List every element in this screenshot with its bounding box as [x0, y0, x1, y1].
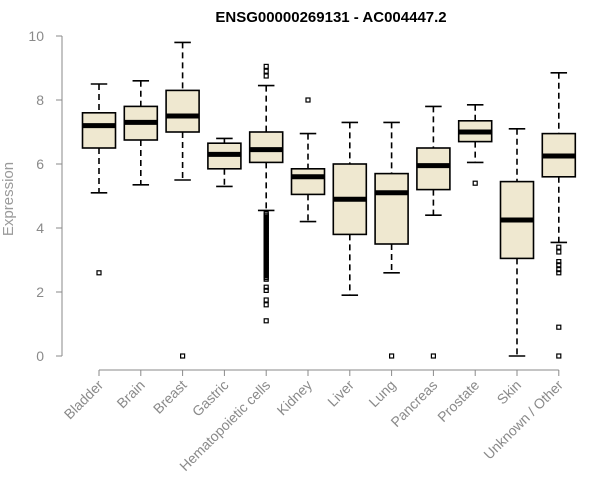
x-tick-label: Kidney — [274, 377, 316, 419]
x-tick-label: Brain — [113, 377, 147, 411]
x-tick-label: Bladder — [61, 377, 107, 423]
x-tick-label: Breast — [150, 377, 190, 417]
outlier-point — [263, 302, 269, 308]
outlier-point — [305, 97, 311, 103]
box-unknown-other — [541, 72, 577, 359]
box-lung — [374, 121, 409, 359]
x-tick-label: Lung — [365, 377, 398, 410]
outlier-point — [430, 353, 436, 359]
outlier-point — [263, 284, 269, 290]
box-brain — [123, 80, 159, 186]
outlier-point — [263, 73, 269, 79]
outlier-point — [556, 353, 562, 359]
outlier-point — [263, 287, 269, 293]
box-bladder — [81, 83, 117, 276]
outlier-point — [556, 249, 562, 255]
y-tick-label: 6 — [36, 156, 44, 172]
y-axis: 0 2 4 6 8 10 — [28, 28, 63, 364]
outlier-point — [389, 353, 395, 359]
iqr-box — [374, 172, 409, 245]
outlier-point — [263, 63, 269, 70]
box-gastric — [207, 137, 242, 188]
outlier-point — [96, 270, 102, 276]
box-liver — [332, 121, 368, 297]
iqr-box — [165, 89, 200, 133]
box-prostate — [457, 104, 493, 186]
y-tick-label: 10 — [28, 28, 44, 44]
outlier-point — [263, 297, 269, 303]
box-skin — [499, 128, 535, 357]
outlier-point — [472, 180, 478, 186]
outlier-point — [556, 259, 562, 265]
outlier-point — [556, 270, 562, 276]
outlier-point — [556, 262, 562, 268]
plot-area — [81, 41, 577, 359]
chart-title: ENSG00000269131 - AC004447.2 — [215, 9, 446, 26]
outlier-point — [180, 353, 186, 359]
outlier-point — [556, 324, 562, 330]
y-tick-label: 4 — [36, 220, 44, 236]
y-tick-label: 0 — [36, 348, 44, 364]
box-pancreas — [416, 105, 451, 359]
y-tick-label: 2 — [36, 284, 44, 300]
box-breast — [165, 41, 200, 359]
outlier-point — [263, 68, 269, 74]
box-hematopoietic-cells — [248, 63, 284, 324]
iqr-box — [416, 147, 451, 191]
y-tick-label: 8 — [36, 92, 44, 108]
x-tick-label: Skin — [494, 377, 525, 408]
box-kidney — [290, 97, 326, 223]
outlier-point — [556, 244, 562, 250]
outlier-point — [263, 318, 269, 324]
outlier-point — [263, 276, 269, 282]
y-axis-label: Expression — [0, 162, 17, 236]
x-tick-label: Prostate — [434, 377, 482, 425]
x-tick-label: Unknown / Other — [480, 377, 566, 463]
iqr-box — [81, 112, 117, 149]
iqr-box — [290, 168, 326, 196]
x-tick-label: Liver — [324, 377, 357, 410]
outlier-point — [556, 267, 562, 273]
